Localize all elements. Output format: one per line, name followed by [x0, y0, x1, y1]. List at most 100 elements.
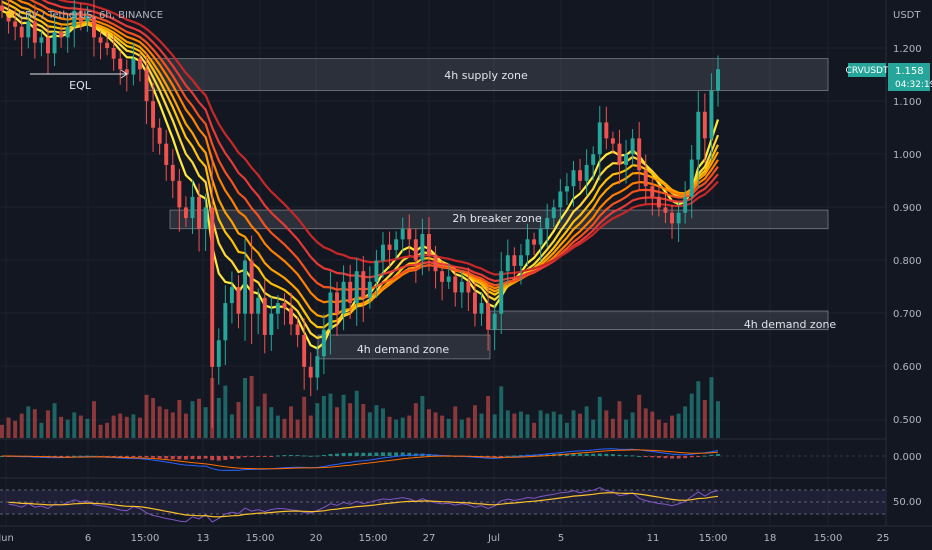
- volume-bar: [157, 406, 162, 438]
- macd-histogram-bar: [348, 452, 353, 456]
- candle: [564, 186, 569, 192]
- volume-bar: [597, 396, 602, 438]
- price-tick: 0.900: [893, 203, 922, 214]
- macd-histogram-bar: [387, 452, 392, 456]
- volume-bar: [59, 416, 64, 438]
- volume-bar: [400, 417, 405, 438]
- volume-bar: [702, 400, 707, 438]
- volume-bar: [269, 407, 274, 438]
- zone-box: [169, 209, 829, 230]
- candle: [394, 239, 399, 250]
- volume-bar: [328, 393, 333, 438]
- candle: [223, 303, 228, 341]
- macd-histogram-bar: [597, 453, 602, 456]
- volume-bar: [564, 422, 569, 438]
- candle: [624, 154, 629, 165]
- volume-bar: [98, 424, 103, 438]
- candle: [295, 324, 300, 335]
- ticker-label: CRVUSDT: [846, 66, 889, 76]
- candle: [676, 212, 681, 224]
- candle: [302, 334, 307, 367]
- candle: [387, 244, 392, 250]
- candle: [0, 5, 4, 11]
- macd-histogram-bar: [282, 455, 287, 457]
- symbol-logo-icon: [6, 10, 14, 18]
- candle: [413, 239, 418, 261]
- price-tick: 0.700: [893, 309, 922, 320]
- macd-histogram-bar: [289, 455, 293, 457]
- volume-bar: [335, 407, 339, 438]
- macd-histogram-bar: [367, 452, 372, 456]
- macd-histogram-bar: [604, 453, 609, 456]
- macd-histogram-bar: [262, 456, 267, 457]
- zones: [145, 58, 829, 360]
- candle: [499, 271, 504, 314]
- candle: [670, 212, 674, 224]
- candle: [335, 292, 339, 314]
- volume-bar: [650, 411, 655, 438]
- macd-histogram-bar: [518, 455, 523, 457]
- rsi-pane: [0, 487, 886, 523]
- time-tick: 13: [197, 533, 210, 544]
- macd-tick: 0.000: [893, 452, 922, 463]
- eql-label: EQL: [69, 79, 92, 92]
- candle: [197, 196, 202, 229]
- volume-bar: [670, 415, 674, 438]
- volume-bar: [683, 406, 688, 438]
- time-tick: 11: [647, 533, 660, 544]
- macd-histogram-bar: [328, 453, 333, 456]
- volume-bar: [91, 401, 96, 438]
- volume-bar: [308, 415, 313, 438]
- candle: [584, 164, 589, 181]
- ema-line: [1, 0, 719, 329]
- candles: [0, 0, 720, 428]
- candle: [78, 10, 83, 22]
- ema-line: [57, 0, 719, 276]
- macd-histogram-bar: [203, 456, 208, 459]
- volume-bar: [558, 414, 563, 438]
- volume-bar: [578, 413, 583, 438]
- volume-bar: [492, 414, 497, 438]
- candle: [256, 297, 261, 314]
- volume-bar: [236, 402, 241, 438]
- candle: [203, 207, 208, 229]
- volume-bar: [249, 376, 254, 438]
- macd-histogram-bar: [512, 455, 517, 457]
- macd-histogram-bar: [381, 452, 385, 456]
- volume-bar: [466, 417, 471, 438]
- volume-bar: [709, 377, 714, 438]
- volume-bar: [637, 394, 642, 438]
- macd-histogram-bar: [216, 456, 221, 461]
- volume-bar: [6, 417, 11, 438]
- macd-histogram-bar: [164, 456, 169, 459]
- candle: [308, 366, 313, 378]
- macd-histogram-bar: [236, 456, 241, 459]
- macd-line: [1, 448, 719, 471]
- symbol-title[interactable]: CRV / TetherUS, 6h, BINANCE: [18, 10, 163, 21]
- time-tick: 18: [764, 533, 777, 544]
- volume-bar: [223, 385, 228, 438]
- candle: [243, 260, 248, 314]
- volume-bar: [13, 420, 18, 438]
- bar-countdown: 04:32:19: [895, 80, 932, 90]
- candle: [525, 239, 530, 256]
- macd-histogram-bar: [709, 454, 714, 456]
- macd-histogram-bar: [302, 455, 307, 457]
- macd-histogram-bar: [190, 456, 195, 460]
- candle: [65, 26, 70, 38]
- volume-bar: [689, 393, 694, 438]
- volume-bar: [118, 413, 123, 438]
- macd-histogram-bar: [321, 454, 326, 456]
- macd-histogram-bar: [374, 452, 379, 456]
- candle: [459, 281, 464, 293]
- macd-histogram-bar: [584, 453, 589, 456]
- ema-line: [41, 0, 719, 283]
- volume-bar: [341, 394, 346, 438]
- candle: [157, 127, 162, 144]
- volume-bar: [52, 403, 57, 438]
- macd-histogram-bar: [197, 456, 202, 460]
- volume-bar: [72, 412, 77, 438]
- macd-signal-line: [2, 449, 719, 470]
- candle: [427, 234, 431, 256]
